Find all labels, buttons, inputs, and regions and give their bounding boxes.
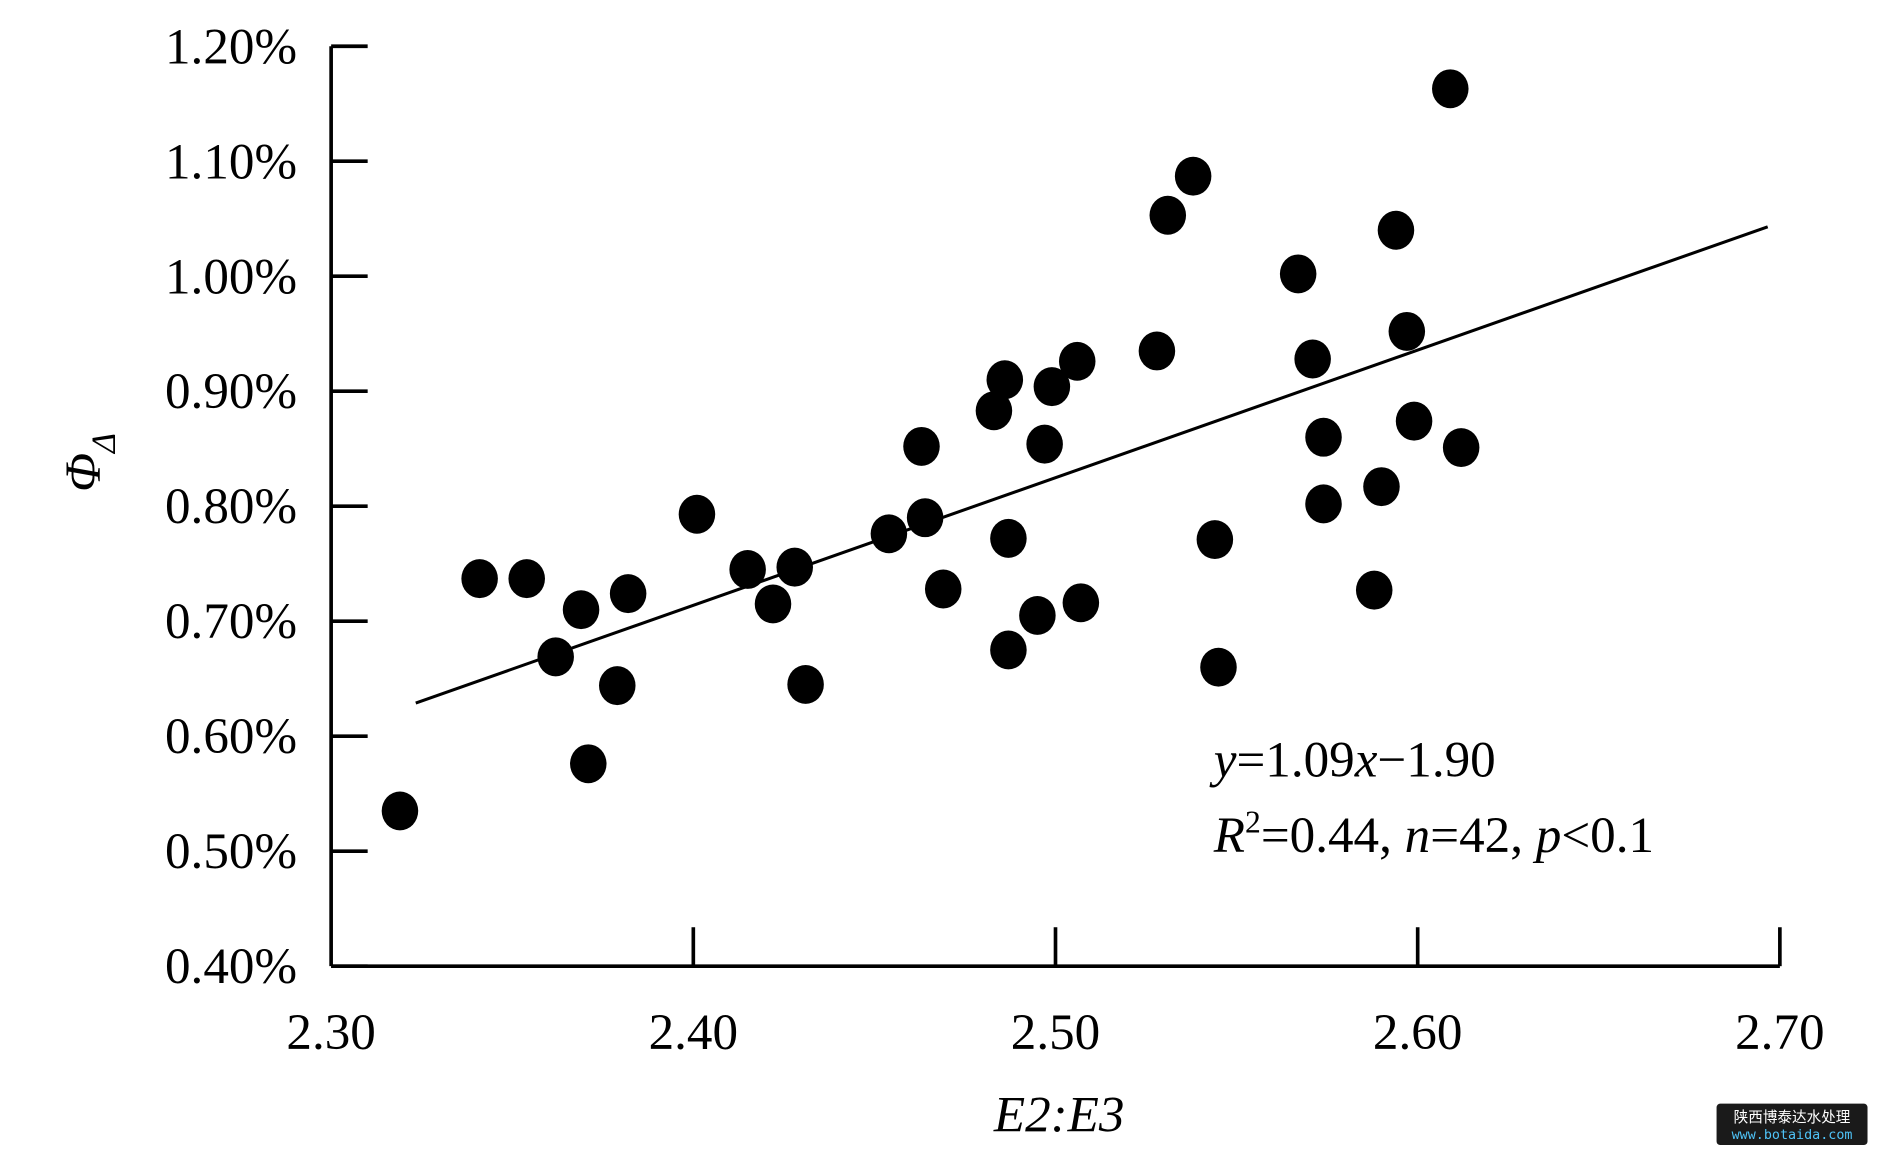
data-point [1294, 339, 1331, 379]
x-tick-label: 2.40 [649, 1004, 738, 1061]
y-tick-label: 0.90% [165, 363, 297, 420]
data-point [1026, 424, 1063, 464]
data-point [870, 514, 908, 554]
y-tick-label: 0.70% [165, 593, 297, 650]
data-point [1174, 156, 1212, 196]
watermark: 陕西博泰达水处理 www.botaida.com [1716, 1103, 1868, 1146]
data-point [903, 426, 940, 466]
data-point [1388, 311, 1426, 351]
data-point [1019, 595, 1056, 635]
x-axis-title: E2:E3 [993, 1087, 1125, 1144]
y-tick-label: 1.20% [165, 18, 297, 75]
data-point [1432, 69, 1469, 109]
data-point [1149, 195, 1187, 235]
y-axis-title: ΦΔ [55, 433, 123, 492]
axes: 0.40% 0.50% 0.60% 0.70% 0.80% 0.90% 1.00% 1.10%… [165, 18, 1825, 1061]
data-point [508, 559, 545, 599]
svg-text:陕西博泰达水处理: 陕西博泰达水处理 [1734, 1109, 1851, 1126]
x-tick-label: 2.60 [1373, 1004, 1462, 1061]
y-tick-label: 0.60% [165, 708, 297, 765]
data-point [1033, 367, 1071, 407]
data-point [1062, 583, 1100, 623]
x-tick-label: 2.50 [1011, 1004, 1100, 1061]
y-tick-label: 0.50% [165, 823, 297, 880]
y-tick-label: 0.40% [165, 938, 297, 995]
x-tick-label: 2.30 [286, 1004, 375, 1061]
y-tick-label: 1.10% [165, 133, 297, 190]
data-point [537, 637, 574, 677]
data-point [562, 590, 600, 630]
regression-line [415, 225, 1769, 705]
data-point [570, 744, 607, 784]
data-point [1305, 484, 1342, 524]
regression-stats: R2=0.44, n=42, p<0.1 [1213, 804, 1654, 863]
data-point [990, 518, 1027, 558]
data-point [1305, 417, 1342, 457]
data-point [776, 547, 813, 587]
y-axis-title-sub: Δ [85, 433, 122, 455]
data-point [754, 584, 792, 624]
x-tick-label: 2.70 [1735, 1004, 1824, 1061]
data-point [975, 391, 1013, 431]
y-axis-title-main: Φ [55, 453, 112, 492]
data-point [1395, 401, 1433, 441]
data-point [787, 664, 824, 704]
y-tick-label: 1.00% [165, 248, 297, 305]
data-point [1363, 467, 1400, 507]
y-tick-label: 0.80% [165, 478, 297, 535]
data-points [381, 69, 1480, 831]
data-point [1279, 254, 1317, 294]
data-point [1196, 520, 1234, 560]
data-point [1442, 428, 1480, 468]
data-point [1377, 210, 1415, 250]
data-point [924, 569, 962, 609]
data-point [609, 574, 647, 614]
data-point [1138, 331, 1176, 371]
regression-equation: y=1.09x−1.90 [1209, 731, 1496, 788]
data-point [599, 666, 636, 706]
data-point [1355, 570, 1393, 610]
data-point [1200, 647, 1237, 687]
data-point [1058, 341, 1096, 381]
data-point [990, 630, 1027, 670]
data-point [461, 559, 498, 599]
svg-text:ΦΔ: ΦΔ [55, 433, 123, 492]
data-point [986, 360, 1024, 400]
svg-text:www.botaida.com: www.botaida.com [1732, 1128, 1853, 1143]
data-point [729, 549, 766, 589]
data-point [381, 791, 419, 831]
data-point [678, 494, 716, 534]
